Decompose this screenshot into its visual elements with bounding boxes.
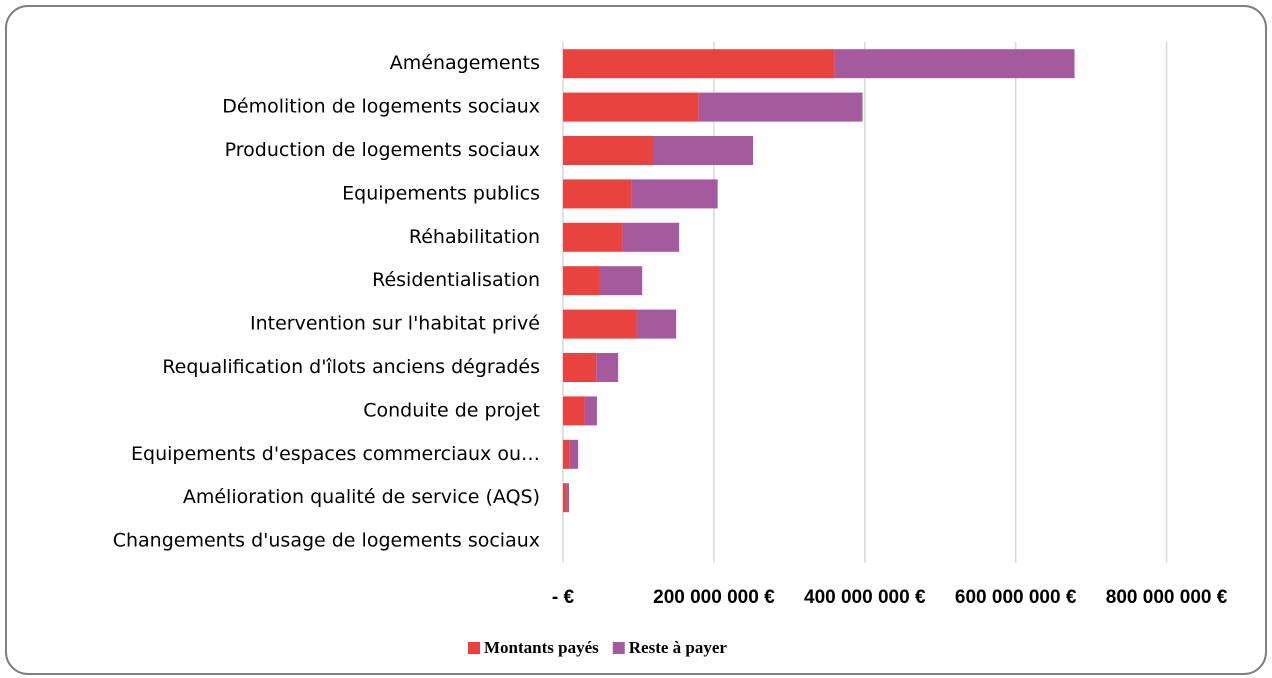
bar-segment [599,266,643,296]
bar-segment [563,222,623,252]
y-tick-label: Equipements publics [342,182,540,204]
y-tick-label: Démolition de logements sociaux [222,96,540,118]
bar-segment [563,309,637,339]
bar-segment [834,49,1075,79]
x-tick-label: 200 000 000 € [653,587,775,608]
bar-segment [631,179,718,209]
bar-segment [622,222,680,252]
y-tick-label: Intervention sur l'habitat privé [250,313,540,335]
y-tick-label: Réhabilitation [409,226,540,248]
bar-segment [563,92,699,122]
legend-swatch [612,642,625,654]
y-tick-label: Aménagements [390,52,540,74]
x-tick-label: 800 000 000 € [1106,587,1228,608]
x-tick-label: 400 000 000 € [804,587,926,608]
legend-swatch [468,642,480,654]
bar-segment [584,396,597,426]
chart-frame [5,5,1267,675]
legend-label: Montants payés [484,638,599,657]
x-tick-label: 600 000 000 € [955,587,1077,608]
bar-segment [563,483,567,513]
bar-segment [566,483,570,513]
bar-segment [569,439,579,469]
bar-segment [563,353,597,382]
bar-segment [563,179,632,209]
y-tick-label: Production de logements sociaux [225,139,540,161]
bar-segment [653,136,754,165]
bar-segment [563,266,600,296]
y-tick-label: Conduite de projet [363,399,540,421]
y-tick-label: Requalification d'îlots anciens dégradés [162,356,540,378]
bar-segment [636,309,677,339]
y-tick-label: Amélioration qualité de service (AQS) [183,486,540,508]
x-tick-label: - € [552,587,575,608]
y-tick-label: Changements d'usage de logements sociaux [113,530,540,552]
bar-segment [563,396,585,426]
legend-label: Reste à payer [629,638,728,657]
bar-segment [596,353,619,382]
bar-segment [698,92,863,122]
bar-segment [563,49,835,79]
y-tick-label: Résidentialisation [372,269,540,291]
y-tick-label: Equipements d'espaces commerciaux ou… [131,443,540,465]
bar-segment [563,136,654,165]
bar-segment [563,439,570,469]
